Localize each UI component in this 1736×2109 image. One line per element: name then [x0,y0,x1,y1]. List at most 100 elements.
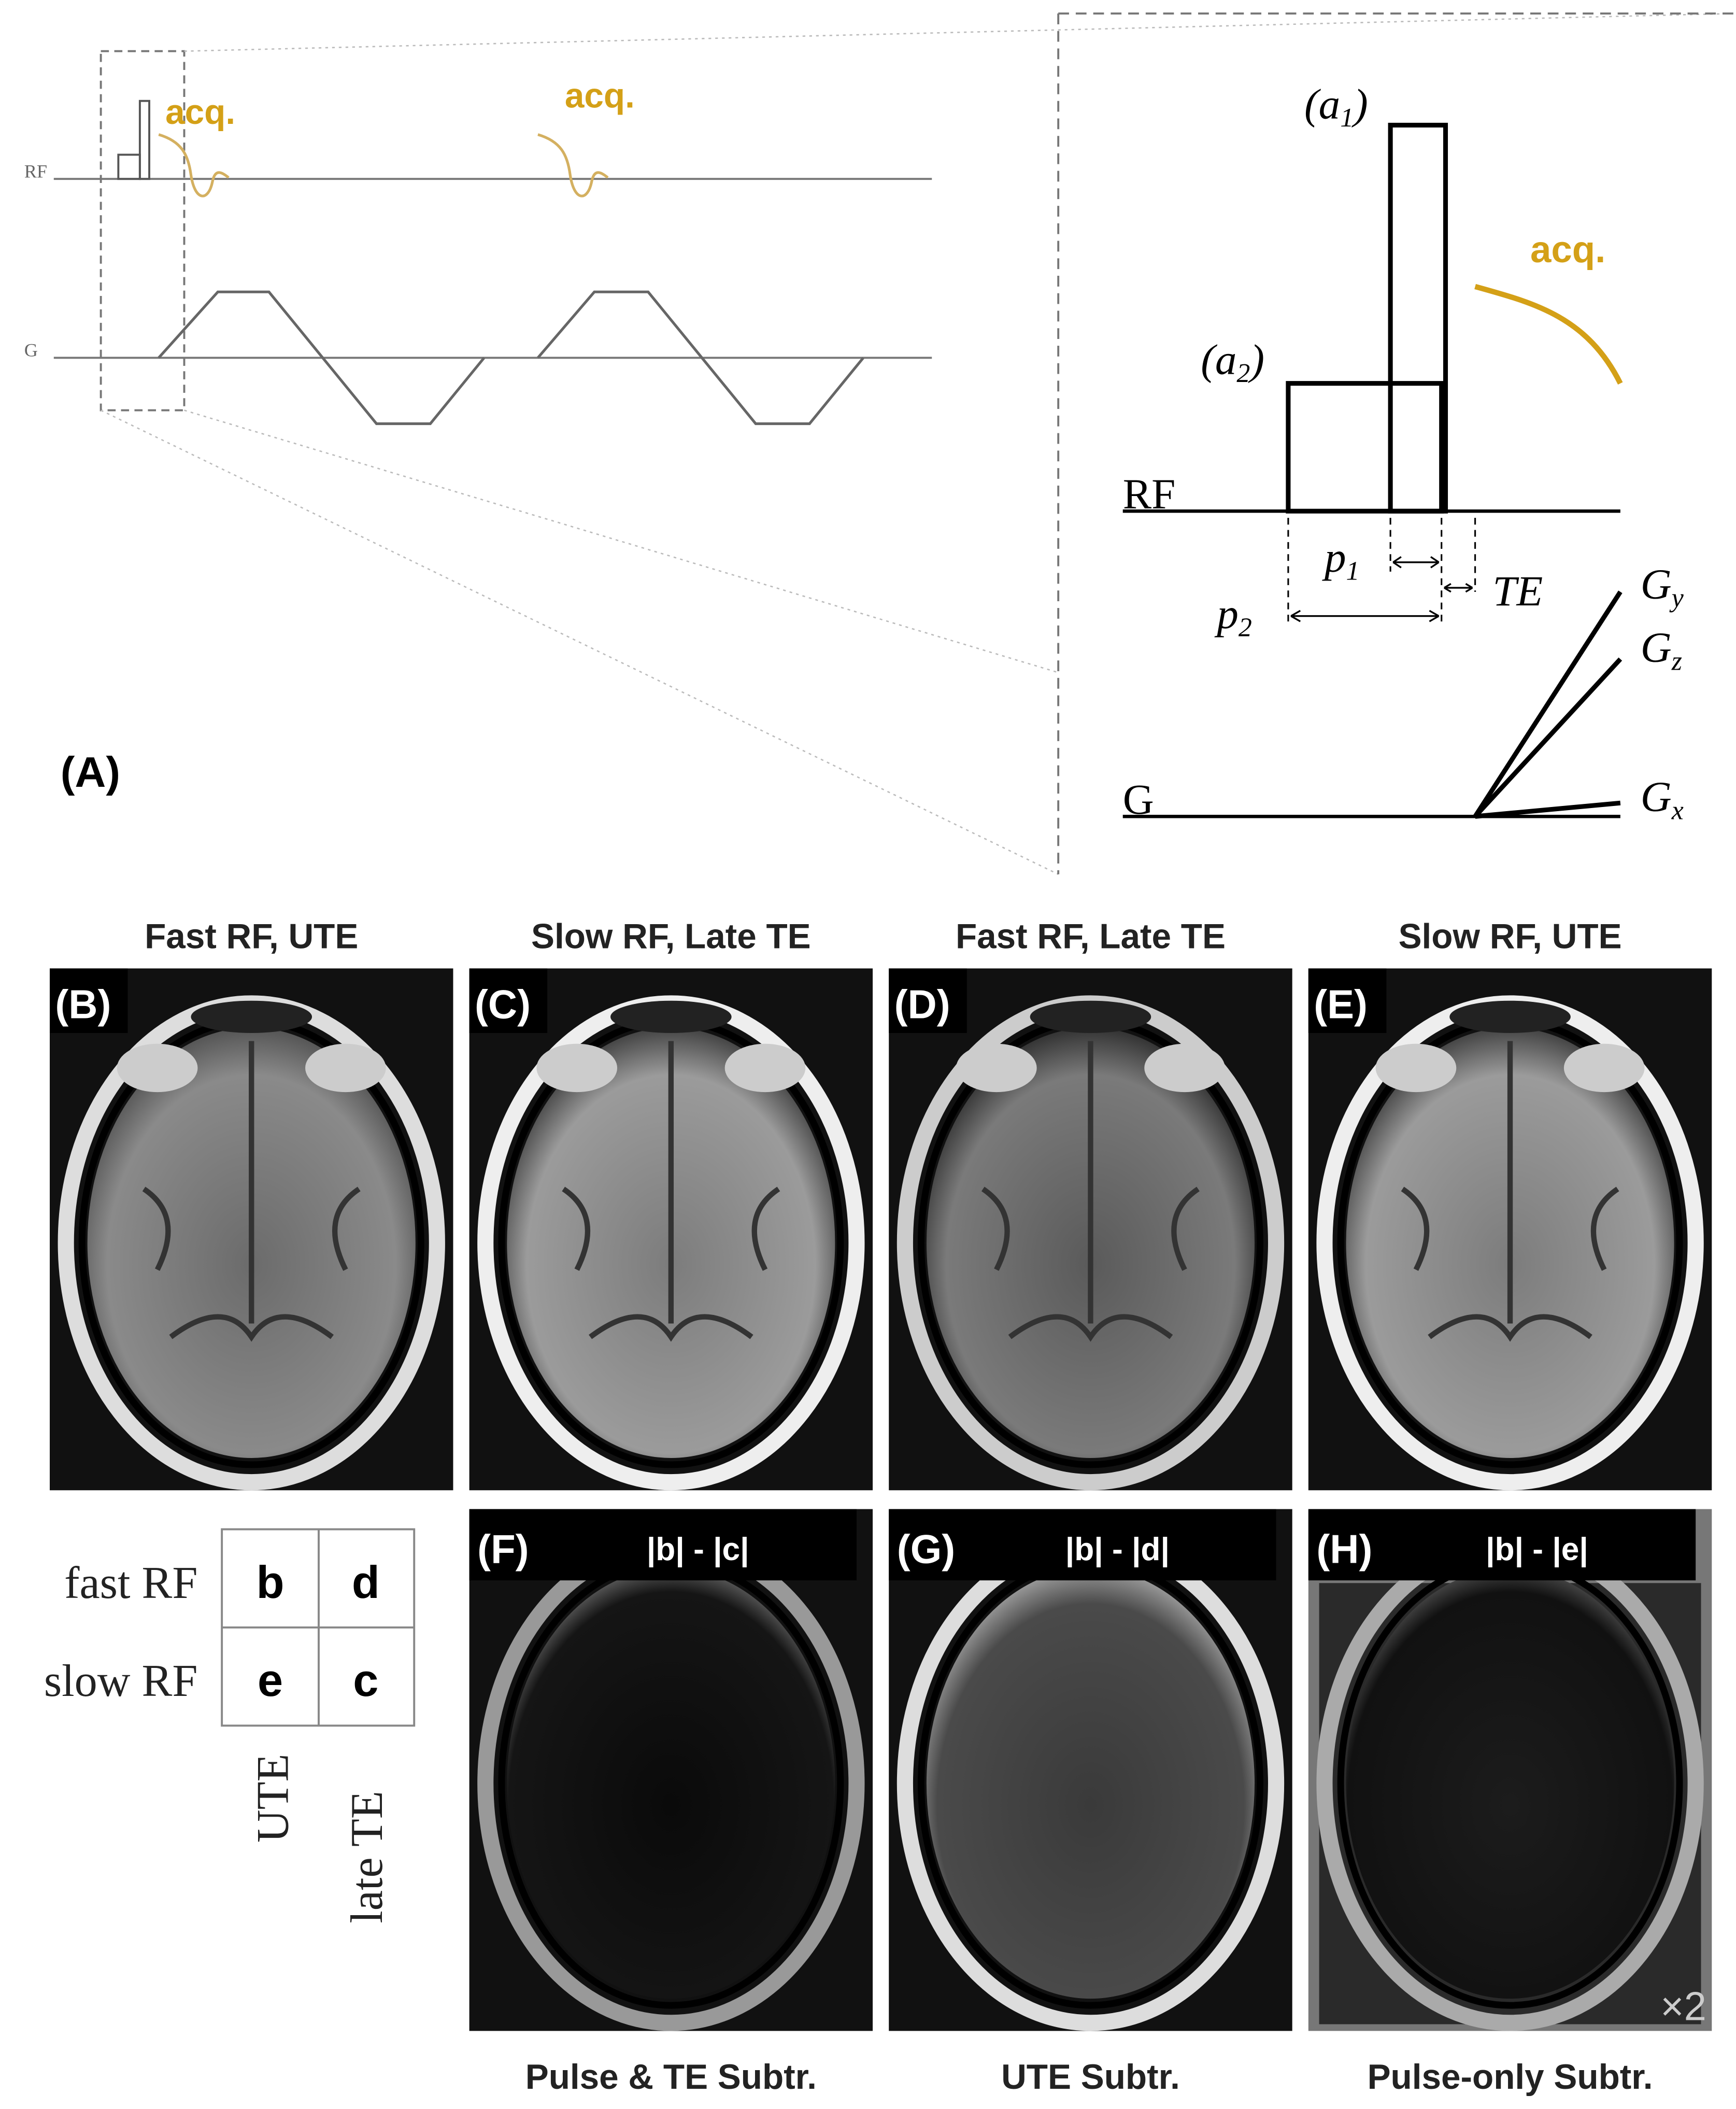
a2-base: (a [1201,335,1236,383]
cell: b [257,1556,284,1608]
zoom-diagram [1122,122,1623,819]
brain [507,1568,835,1999]
rf-label: RF [1123,470,1176,518]
gradient-ramp [1473,657,1623,818]
table-text: fast RF slow RF b d e c UTE late TE [44,1556,392,1923]
sulci [562,1041,780,1342]
acq-signal [158,133,230,197]
g-label: G [1123,775,1154,823]
p1-sub: 1 [1346,557,1359,586]
frontal-sinus [191,1000,312,1033]
formula: |b| - |c| [647,1532,749,1567]
g-base: G [1641,560,1672,608]
label-box [50,968,128,1033]
zoom-guide [184,409,1059,673]
panel-label: (F) [477,1527,529,1572]
zoom-guide [101,409,1059,875]
brain [1346,1568,1674,1999]
frontal-sinus [610,1000,732,1033]
orbit [305,1043,386,1093]
acq-label: acq. [1530,229,1605,271]
image-panels: (B) Fast RF, UTE (C)Slow RF, Late TE (D)Fas… [50,917,1712,2097]
a1-base: (a [1304,80,1340,128]
panel-label: (H) [1316,1527,1372,1572]
image-caption: Pulse-only Subtr. [1368,2058,1653,2097]
brain-image: (B) [50,968,453,1491]
gradient-ramp [1473,590,1623,818]
label-box [1308,968,1387,1033]
rf-label: RF [24,161,47,182]
overview-diagram [53,12,1735,875]
brain [926,1568,1255,1999]
p1-arrow [1392,556,1440,569]
column-label: UTE [247,1754,298,1843]
panel-label: (B) [55,982,111,1027]
brain-image: (E) [1308,968,1712,1491]
a2-end: ) [1248,335,1264,383]
g-sub: y [1669,583,1684,613]
p1-base: p [1322,533,1346,581]
orbit [1563,1043,1645,1093]
gradient-ramp [1475,800,1621,819]
te-arrow [1444,583,1473,593]
sulci [1401,1041,1619,1342]
te-label: TE [1492,567,1543,615]
a2-label: (a2) [1201,335,1264,388]
acq-signal [537,133,609,197]
cell: e [258,1654,283,1706]
image-title: Fast RF, UTE [145,917,358,956]
acq-signal [1474,284,1623,385]
brain-image: (F) |b| - |c| [469,1509,873,2031]
key-table [221,1528,416,1727]
g-base: G [1641,773,1672,820]
acq-label: acq. [165,93,235,132]
frontal-sinus [1030,1000,1151,1033]
zoom-guide [184,12,1735,52]
rf-pulse [138,100,150,180]
orbit [536,1043,618,1093]
g-sub: x [1671,796,1684,825]
a1-label: (a1) [1304,80,1368,133]
panel-label: (D) [894,982,950,1027]
image-caption: Pulse & TE Subtr. [525,2058,817,2097]
scale-note: ×2 [1660,1985,1706,2029]
orbit [724,1043,806,1093]
image-title: Slow RF, UTE [1399,917,1622,956]
orbit [1144,1043,1225,1093]
row-label: slow RF [44,1655,198,1706]
image-title: Slow RF, Late TE [531,917,811,956]
p2-sub: 2 [1239,613,1252,642]
orbit [956,1043,1037,1093]
formula: |b| - |e| [1486,1532,1588,1567]
cell: c [353,1654,378,1706]
panel-label: (A) [61,748,120,796]
gradient-wave [158,290,486,426]
panel-label: (C) [475,982,531,1027]
p1-label: p1 [1322,533,1359,586]
label-box [469,968,548,1033]
gradient-label: Gx [1641,773,1684,826]
g-label: G [24,340,38,361]
label-box [889,968,967,1033]
p2-label: p2 [1214,590,1251,643]
brain-image: (G) |b| - |d| [889,1509,1292,2031]
image-title: Fast RF, Late TE [956,917,1226,956]
cell: d [352,1556,380,1608]
column-label: late TE [341,1791,392,1923]
gradient-label: Gy [1641,560,1684,613]
acq-label: acq. [565,77,635,116]
g-sub: z [1671,646,1682,676]
sulci [981,1041,1200,1342]
a1-end: ) [1351,80,1368,128]
header-bar [1308,1509,1696,1581]
image-caption: UTE Subtr. [1001,2058,1180,2097]
row-label: fast RF [64,1558,197,1608]
p2-arrow [1290,610,1440,622]
gradient-wave [536,290,864,426]
a2-sub: 2 [1236,359,1250,388]
p2-base: p [1214,590,1239,638]
rf-pulse [117,153,141,180]
zoom-labels: RF G (a1) (a2) p1 p2 TE Gy Gz Gx [1123,80,1684,825]
header-bar [889,1509,1276,1581]
